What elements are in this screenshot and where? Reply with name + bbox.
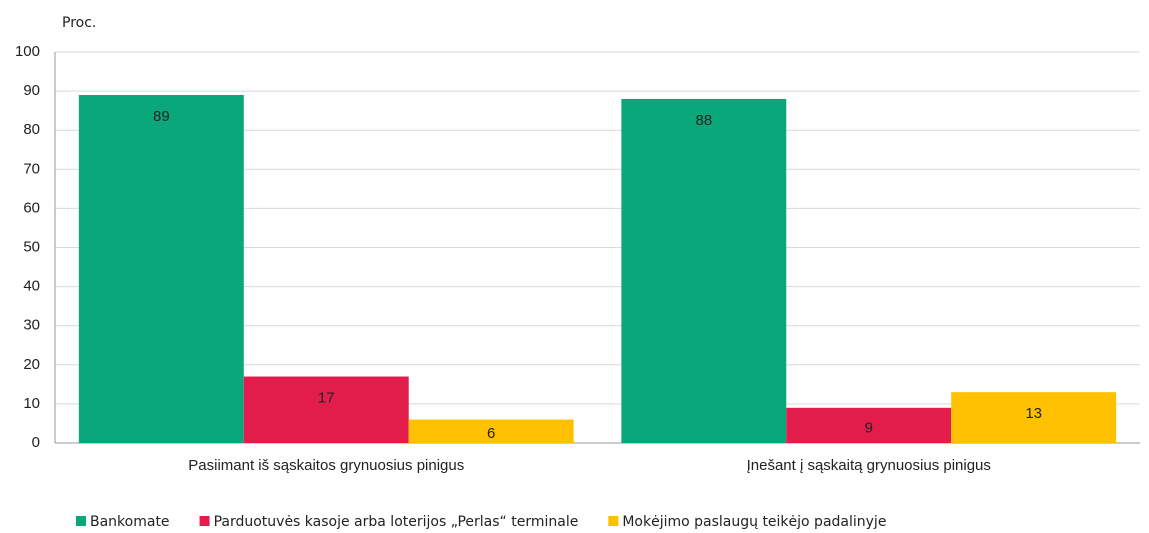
bar	[951, 392, 1117, 443]
legend-swatch	[76, 516, 86, 526]
y-tick-label: 100	[15, 43, 40, 60]
x-tick-label: Pasiimant iš sąskaitos grynuosius pinigu…	[188, 457, 464, 474]
legend-swatch	[608, 516, 619, 526]
bar	[408, 419, 574, 443]
y-tick-label: 80	[23, 121, 40, 138]
legend-swatch	[199, 516, 210, 526]
y-tick-label: 90	[23, 82, 40, 99]
bar	[78, 95, 244, 443]
bar	[786, 407, 952, 443]
y-tick-label: 40	[23, 278, 40, 295]
data-label: 17	[318, 389, 335, 406]
bar	[243, 376, 409, 443]
y-tick-label: 50	[23, 238, 40, 255]
data-label: 89	[153, 108, 170, 125]
legend-label: Parduotuvės kasoje arba loterijos „Perla…	[214, 514, 579, 530]
y-tick-label: 60	[23, 199, 40, 216]
x-tick-label: Įnešant į sąskaitą grynuosius pinigus	[747, 457, 991, 474]
data-label: 13	[1025, 405, 1042, 422]
y-tick-label: 0	[32, 434, 40, 451]
legend-label: Bankomate	[90, 514, 170, 530]
data-label: 6	[487, 425, 495, 442]
data-label: 88	[695, 112, 712, 129]
data-label: 9	[865, 419, 873, 436]
legend-label: Mokėjimo paslaugų teikėjo padalinyje	[622, 514, 886, 530]
y-tick-label: 70	[23, 160, 40, 177]
y-tick-label: 20	[23, 356, 40, 373]
y-tick-label: 30	[23, 317, 40, 334]
y-axis-label: Proc.	[62, 15, 96, 31]
bar	[621, 98, 787, 444]
y-tick-label: 10	[23, 395, 40, 412]
